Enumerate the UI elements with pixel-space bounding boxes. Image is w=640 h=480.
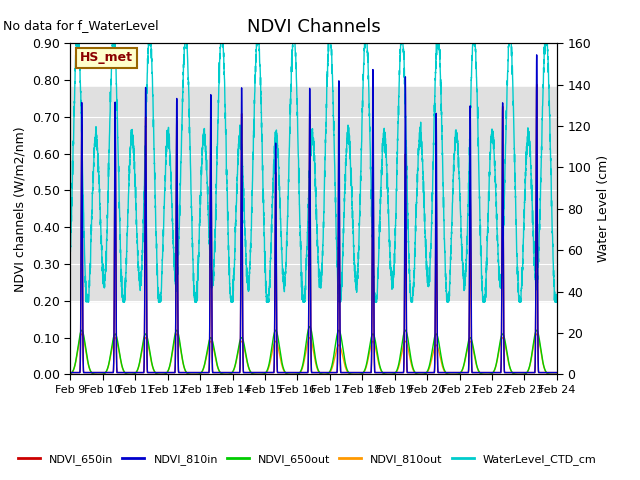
Legend: NDVI_650in, NDVI_810in, NDVI_650out, NDVI_810out, WaterLevel_CTD_cm: NDVI_650in, NDVI_810in, NDVI_650out, NDV…	[13, 450, 601, 469]
Title: NDVI Channels: NDVI Channels	[247, 18, 380, 36]
Bar	[70, 87, 557, 301]
Y-axis label: NDVI channels (W/m2/nm): NDVI channels (W/m2/nm)	[13, 126, 26, 292]
Text: HS_met: HS_met	[80, 51, 133, 64]
Y-axis label: Water Level (cm): Water Level (cm)	[596, 155, 610, 263]
Text: No data for f_WaterLevel: No data for f_WaterLevel	[3, 19, 159, 32]
